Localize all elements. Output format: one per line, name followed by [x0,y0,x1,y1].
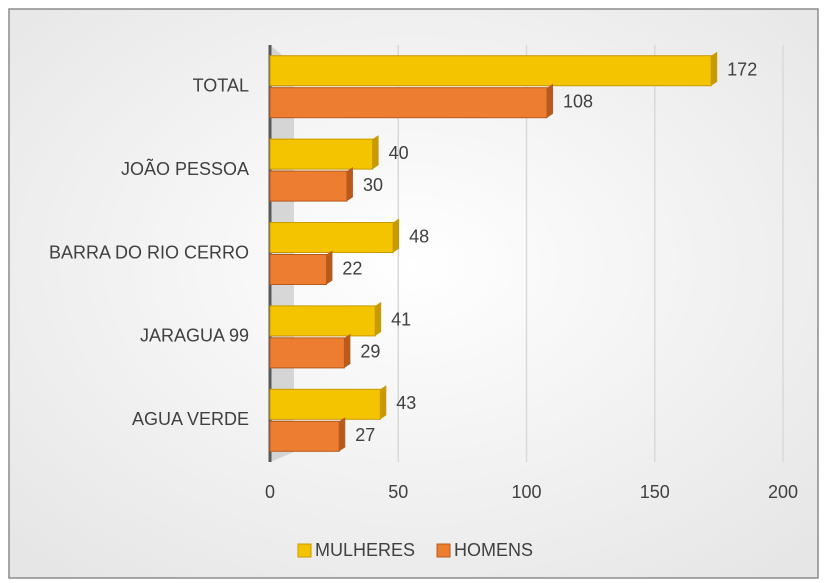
data-label: 40 [389,143,409,163]
bar [269,87,548,119]
data-label: 27 [355,425,375,445]
bar [269,337,345,369]
bar [269,254,327,285]
y-tick-label: BARRA DO RIO CERRO [49,242,249,262]
bar-side [344,333,351,368]
legend-label: MULHERES [315,540,415,560]
x-tick-label: 0 [265,482,275,502]
bar-side [380,385,387,420]
bar [269,305,376,337]
legend-swatch [436,543,451,558]
bar-side [326,250,333,285]
bar [269,138,374,170]
bar [269,420,340,452]
bar [269,222,394,253]
data-label: 29 [360,342,380,362]
bar-side [372,135,379,170]
bar-side [375,301,382,336]
bar-side [547,83,554,118]
data-label: 172 [727,59,757,79]
bar [269,55,712,87]
y-tick-label: AGUA VERDE [132,409,249,429]
bar-side [393,218,400,253]
data-label: 43 [396,393,416,413]
bar-side [339,417,346,452]
y-tick-label: TOTAL [193,75,249,95]
x-tick-label: 150 [640,482,670,502]
data-label: 22 [342,258,362,278]
legend-swatch [297,543,312,558]
y-tick-label: JARAGUA 99 [140,326,249,346]
x-tick-label: 200 [768,482,798,502]
data-label: 30 [363,175,383,195]
legend-label: HOMENS [454,540,533,560]
bar-side [346,167,353,202]
data-label: 41 [391,310,411,330]
x-tick-label: 50 [388,482,408,502]
bar [269,388,381,420]
data-label: 108 [563,91,593,111]
y-tick-label: JOÃO PESSOA [121,158,249,179]
bar [269,170,348,202]
x-tick-label: 100 [511,482,541,502]
data-label: 48 [409,226,429,246]
bar-side [711,51,718,86]
